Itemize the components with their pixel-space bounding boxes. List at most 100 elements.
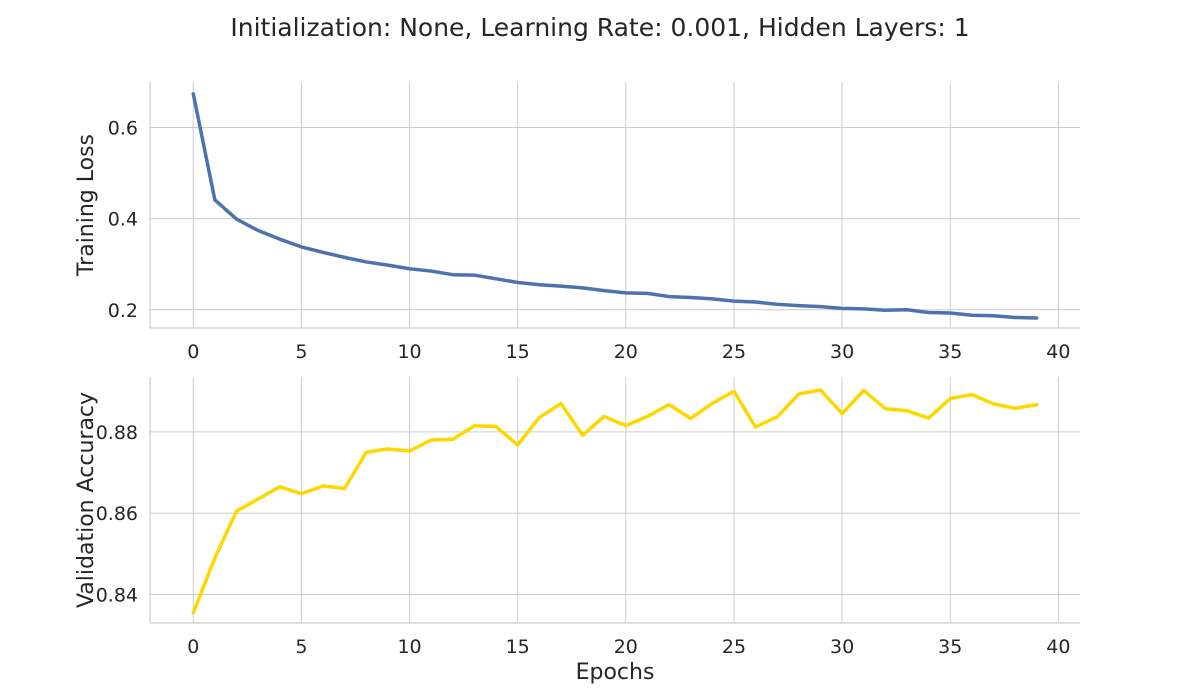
x-tick-label: 35 [938, 636, 962, 658]
y-tick-label: 0.88 [96, 422, 138, 444]
training-loss-data-point [321, 250, 325, 254]
validation-accuracy-data-point [667, 403, 671, 407]
x-tick-label: 10 [397, 636, 421, 658]
training-loss-data-point [667, 295, 671, 299]
training-loss-data-point [256, 229, 260, 233]
training-loss-data-point [624, 291, 628, 295]
validation-accuracy-data-point [278, 485, 282, 489]
validation-accuracy-data-point [927, 416, 931, 420]
validation-accuracy-data-point [818, 388, 822, 392]
validation-accuracy-data-point [948, 397, 952, 401]
validation-accuracy-series-line [191, 388, 1039, 615]
validation-accuracy-data-point [1013, 406, 1017, 410]
training-loss-data-point [645, 291, 649, 295]
x-tick-label: 20 [614, 341, 638, 363]
training-loss-y-axis-label: Training Loss [74, 134, 99, 277]
validation-accuracy-data-point [408, 449, 412, 453]
figure-title: Initialization: None, Learning Rate: 0.0… [230, 13, 969, 42]
training-loss-data-point [386, 263, 390, 267]
x-tick-label: 25 [722, 341, 746, 363]
training-loss-data-point [537, 283, 541, 287]
training-loss-data-point [602, 289, 606, 293]
validation-accuracy-y-axis-label: Validation Accuracy [74, 392, 99, 608]
training-loss-data-point [1013, 316, 1017, 320]
validation-accuracy-data-point [191, 611, 195, 615]
training-loss-data-point [732, 299, 736, 303]
training-loss-data-point [970, 313, 974, 317]
validation-accuracy-data-point [645, 414, 649, 418]
training-loss-data-point [689, 295, 693, 299]
validation-accuracy-data-point [581, 433, 585, 437]
validation-accuracy-data-point [991, 402, 995, 406]
x-tick-label: 0 [187, 636, 199, 658]
training-loss-data-point [278, 237, 282, 241]
training-loss-data-point [883, 308, 887, 312]
x-tick-label: 0 [187, 341, 199, 363]
training-loss-data-point [754, 300, 758, 304]
training-loss-panel: 0 5 10 15 20 25 30 35 40 0.2 0.4 0.6 Training Loss [74, 82, 1080, 363]
x-tick-label: 10 [397, 341, 421, 363]
validation-accuracy-data-point [537, 416, 541, 420]
training-loss-data-point [343, 255, 347, 259]
training-loss-data-point [948, 311, 952, 315]
validation-accuracy-data-point [905, 409, 909, 413]
validation-accuracy-data-point [710, 401, 714, 405]
x-tick-label: 5 [295, 636, 307, 658]
training-loss-data-point [927, 311, 931, 315]
training-loss-data-point [472, 273, 476, 277]
training-loss-data-point [191, 92, 195, 96]
validation-accuracy-data-point [472, 424, 476, 428]
validation-accuracy-data-point [213, 556, 217, 560]
validation-accuracy-x-axis-label: Epochs [576, 660, 655, 685]
training-loss-data-point [581, 286, 585, 290]
validation-accuracy-data-point [386, 447, 390, 451]
validation-accuracy-data-point [321, 484, 325, 488]
training-loss-data-point [364, 260, 368, 264]
training-loss-data-point [429, 269, 433, 273]
training-loss-data-point [991, 314, 995, 318]
validation-accuracy-data-point [970, 392, 974, 396]
training-loss-data-point [408, 267, 412, 271]
validation-accuracy-data-point [602, 414, 606, 418]
x-tick-label: 30 [830, 636, 854, 658]
validation-accuracy-data-point [516, 443, 520, 447]
training-loss-data-point [862, 307, 866, 311]
x-tick-label: 5 [295, 341, 307, 363]
x-tick-label: 30 [830, 341, 854, 363]
training-loss-data-point [710, 297, 714, 301]
validation-accuracy-data-point [494, 425, 498, 429]
training-loss-data-point [797, 304, 801, 308]
training-loss-data-point [494, 277, 498, 281]
y-tick-label: 0.84 [96, 585, 138, 607]
validation-accuracy-data-point [299, 492, 303, 496]
validation-accuracy-data-point [754, 425, 758, 429]
training-loss-series-line [191, 92, 1039, 320]
validation-accuracy-data-point [689, 416, 693, 420]
validation-accuracy-data-point [235, 509, 239, 513]
validation-accuracy-data-point [364, 450, 368, 454]
training-loss-data-point [840, 306, 844, 310]
x-tick-label: 20 [614, 636, 638, 658]
validation-accuracy-data-point [862, 388, 866, 392]
x-tick-label: 25 [722, 636, 746, 658]
validation-accuracy-data-point [343, 486, 347, 490]
training-loss-data-point [451, 273, 455, 277]
y-tick-label: 0.6 [108, 118, 138, 140]
x-tick-label: 40 [1046, 636, 1070, 658]
x-tick-label: 15 [506, 341, 530, 363]
x-tick-label: 15 [506, 636, 530, 658]
training-loss-data-point [905, 308, 909, 312]
training-loss-data-point [235, 217, 239, 221]
validation-accuracy-data-point [797, 392, 801, 396]
training-loss-data-point [818, 305, 822, 309]
validation-accuracy-data-point [559, 401, 563, 405]
validation-accuracy-data-point [1035, 403, 1039, 407]
training-loss-data-point [299, 245, 303, 249]
training-loss-data-point [559, 284, 563, 288]
x-tick-label: 40 [1046, 341, 1070, 363]
validation-accuracy-data-point [451, 437, 455, 441]
validation-accuracy-data-point [429, 438, 433, 442]
